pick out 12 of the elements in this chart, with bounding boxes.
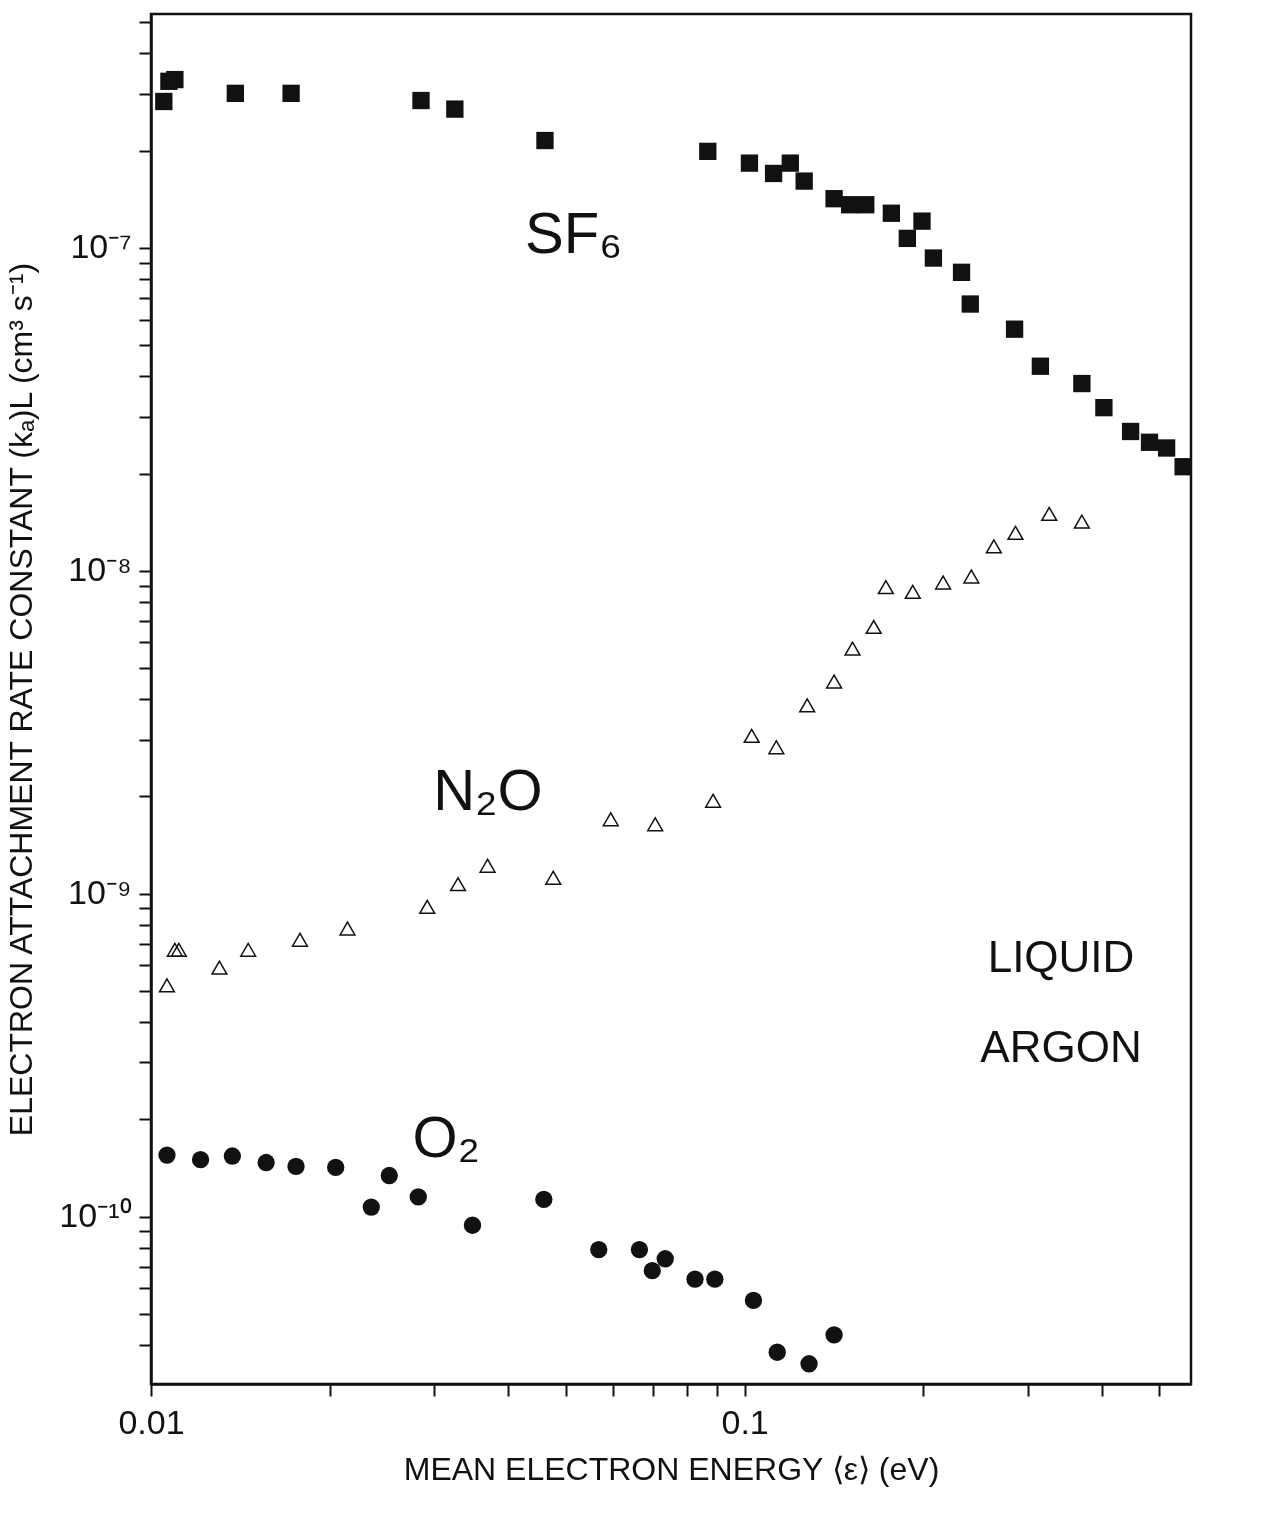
x-tick-label: 0.01 [118, 1402, 185, 1441]
annotation: LIQUID ARGON [980, 932, 1142, 1072]
y-tick-label: 10⁻⁸ [68, 550, 132, 589]
series-label: O₂ [412, 1104, 481, 1170]
y-axis-title: ELECTRON ATTACHMENT RATE CONSTANT (kₐ)L (cm³ s⁻¹) [3, 262, 40, 1137]
y-tick-label: 10⁻⁷ [70, 227, 132, 266]
x-axis-title: MEAN ELECTRON ENERGY ⟨ε⟩ (eV) [403, 1450, 940, 1487]
series-label: N₂O [433, 756, 543, 822]
series-label: SF₆ [524, 199, 623, 265]
x-tick-label: 0.1 [721, 1402, 769, 1441]
y-tick-label: 10⁻⁹ [68, 873, 132, 912]
y-tick-label: 10⁻¹⁰ [59, 1196, 132, 1235]
